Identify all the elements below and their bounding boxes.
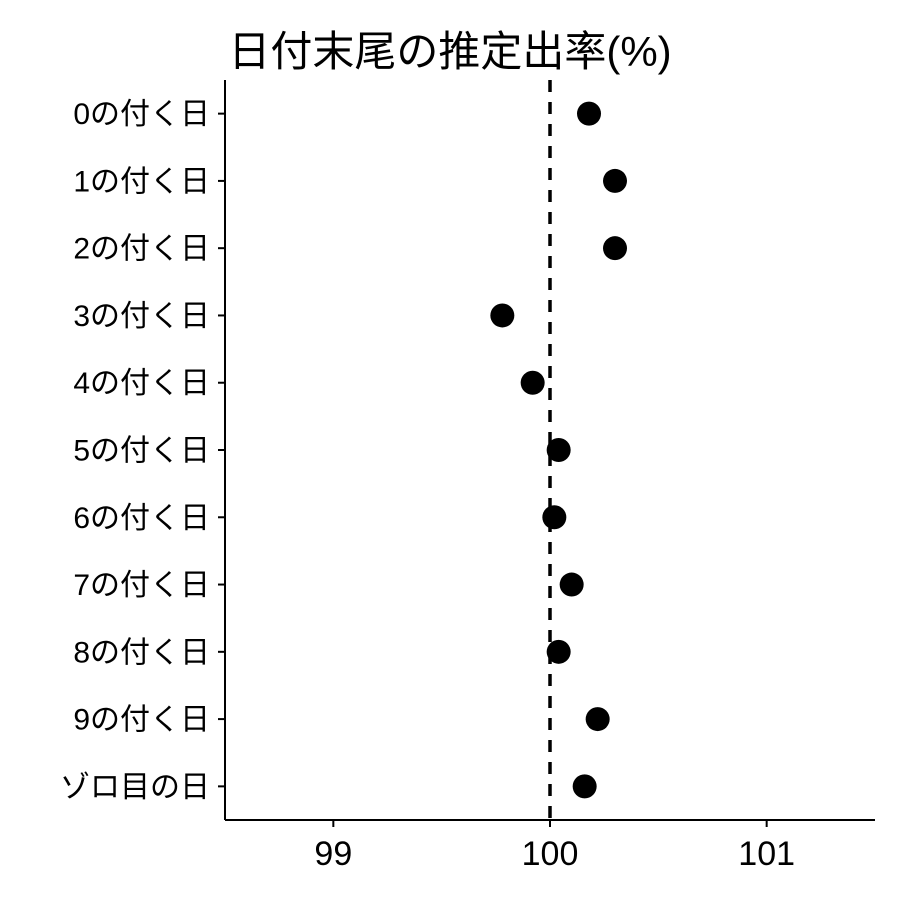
y-tick-label: 3の付く日 [73,300,210,333]
data-point [547,640,571,664]
y-tick-label: 0の付く日 [73,98,210,131]
y-tick-label: 1の付く日 [73,165,210,198]
data-point [603,169,627,193]
data-point [577,102,601,126]
x-tick-label: 99 [314,835,352,873]
y-tick-label: 2の付く日 [73,233,210,266]
chart-svg: 99 100 101 0の付く日 1の付く日 2の付く日 3の付く日 4の付く日 5の付く日 6の… [0,0,900,900]
y-tick-label: 4の付く日 [73,367,210,400]
data-point [586,707,610,731]
y-tick-label: 5の付く日 [73,435,210,468]
y-tick-label: 9の付く日 [73,704,210,737]
data-point [521,371,545,395]
x-tick-label: 101 [738,835,795,873]
y-tick-label: ゾロ目の日 [60,771,210,804]
y-tick-label: 6の付く日 [73,502,210,535]
data-point [560,573,584,597]
data-point [547,438,571,462]
data-point [603,236,627,260]
y-tick-label: 8の付く日 [73,636,210,669]
x-tick-label: 100 [522,835,579,873]
y-tick-label: 7の付く日 [73,569,210,602]
data-point [573,774,597,798]
data-point [490,303,514,327]
chart-container: 日付末尾の推定出率(%) 991001010の付く日1の付く日2の付く日3の付く… [0,0,900,900]
data-point [542,505,566,529]
